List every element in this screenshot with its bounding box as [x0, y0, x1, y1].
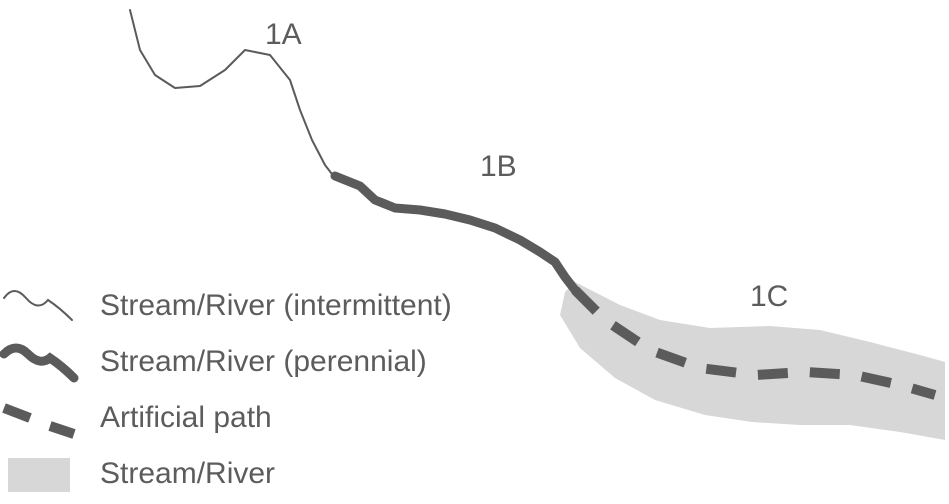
legend-label-artificial: Artificial path: [100, 401, 272, 435]
segment-label-1c: 1C: [750, 280, 788, 314]
segment-label-1a: 1A: [265, 18, 302, 52]
legend-swatch-intermittent: [0, 278, 80, 334]
stream-polygon-icon: [8, 458, 70, 492]
segment-label-1b: 1B: [480, 150, 517, 184]
legend-label-polygon: Stream/River: [100, 457, 275, 491]
legend-label-perennial: Stream/River (perennial): [100, 345, 427, 379]
legend-row-polygon: Stream/River: [0, 446, 452, 502]
diagram-canvas: { "figure": { "width_px": 949, "height_p…: [0, 0, 949, 504]
legend: Stream/River (intermittent) Stream/River…: [0, 278, 452, 502]
stream-perennial: [335, 176, 575, 290]
legend-row-intermittent: Stream/River (intermittent): [0, 278, 452, 334]
intermittent-line-icon: [4, 291, 72, 320]
legend-row-artificial: Artificial path: [0, 390, 452, 446]
legend-row-perennial: Stream/River (perennial): [0, 334, 452, 390]
legend-swatch-polygon: [0, 446, 80, 502]
perennial-line-icon: [4, 348, 74, 378]
artificial-dash-2-icon: [50, 426, 74, 434]
legend-label-intermittent: Stream/River (intermittent): [100, 289, 452, 323]
stream-intermittent: [130, 10, 340, 180]
legend-swatch-artificial: [0, 390, 80, 446]
artificial-dash-1-icon: [4, 408, 30, 418]
legend-swatch-perennial: [0, 334, 80, 390]
